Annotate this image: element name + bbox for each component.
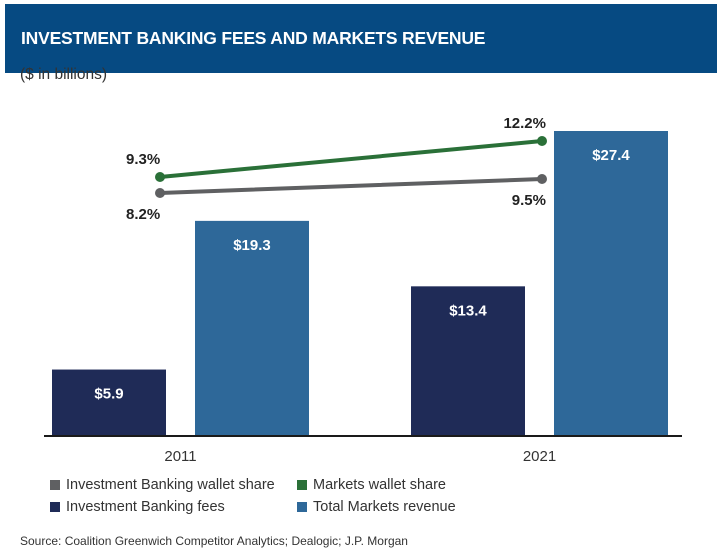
point-value-label: 9.3% (126, 151, 160, 168)
point-value-label: 12.2% (503, 115, 546, 132)
legend-label: Total Markets revenue (313, 499, 456, 515)
legend-item-markets-wallet-share: Markets wallet share (297, 475, 497, 495)
point-value-label: 9.5% (512, 192, 546, 209)
bar-value-label: $19.3 (233, 237, 271, 254)
legend-item-ib-fees: Investment Banking fees (50, 497, 297, 517)
legend: Investment Banking wallet share Markets … (50, 475, 510, 517)
bar-value-label: $27.4 (592, 147, 630, 164)
legend-item-ib-wallet-share: Investment Banking wallet share (50, 475, 297, 495)
point-value-label: 8.2% (126, 206, 160, 223)
legend-swatch-ib-fees (50, 502, 60, 512)
chart-title: INVESTMENT BANKING FEES AND MARKETS REVE… (21, 28, 486, 48)
bar-total-markets-revenue-2021 (554, 131, 668, 435)
chart-header: INVESTMENT BANKING FEES AND MARKETS REVE… (5, 4, 717, 73)
point-markets-wallet-share-2021 (537, 136, 547, 146)
legend-swatch-total-markets-revenue (297, 502, 307, 512)
point-markets-wallet-share-2011 (155, 172, 165, 182)
legend-label: Investment Banking fees (66, 499, 225, 515)
x-tick-label: 2011 (164, 448, 196, 465)
bar-value-label: $13.4 (449, 302, 487, 319)
line-investment-banking-wallet-share (158, 177, 544, 195)
point-investment-banking-wallet-share-2011 (155, 188, 165, 198)
bar-investment-banking-fees-2021 (411, 286, 525, 435)
legend-label: Markets wallet share (313, 477, 446, 493)
point-investment-banking-wallet-share-2021 (537, 174, 547, 184)
line-markets-wallet-share (158, 139, 544, 179)
source-note: Source: Coalition Greenwich Competitor A… (20, 534, 408, 548)
bar-investment-banking-fees-2011 (52, 369, 166, 435)
unit-label: ($ in billions) (20, 66, 108, 83)
legend-swatch-ib-wallet-share (50, 480, 60, 490)
legend-label: Investment Banking wallet share (66, 477, 275, 493)
legend-item-total-markets-revenue: Total Markets revenue (297, 497, 497, 517)
x-tick-label: 2021 (523, 448, 556, 465)
legend-swatch-markets-wallet-share (297, 480, 307, 490)
bar-value-label: $5.9 (94, 386, 123, 403)
bar-total-markets-revenue-2011 (195, 220, 309, 435)
